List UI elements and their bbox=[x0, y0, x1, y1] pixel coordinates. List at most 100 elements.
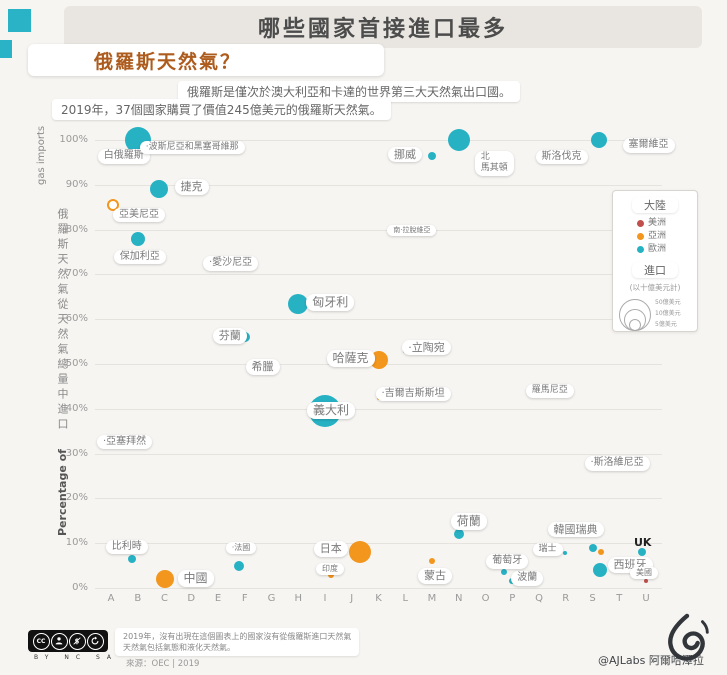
legend: 大陸 美洲 亞洲 歐洲 進口 (以十億美元計) 50億美元 10億美元 5億美元 bbox=[612, 190, 698, 332]
x-axis-tick: J bbox=[350, 593, 354, 604]
x-axis-tick: B bbox=[134, 593, 142, 604]
point-蒙古 bbox=[429, 558, 435, 565]
point-日本 bbox=[348, 541, 371, 564]
y-axis-tick: 60% bbox=[65, 313, 88, 325]
cc-by-person-icon bbox=[50, 632, 68, 650]
legend-size-title: 進口 bbox=[632, 262, 678, 278]
gridline bbox=[95, 588, 662, 589]
point-label: 美國 bbox=[630, 567, 658, 580]
point-label: 波蘭 bbox=[511, 571, 544, 586]
y-axis-tick: 90% bbox=[65, 178, 88, 190]
point-美國 bbox=[644, 579, 648, 584]
point-label: 塞爾維亞 bbox=[622, 138, 675, 153]
cc-nc-dollar-icon: $ bbox=[68, 632, 86, 650]
point-荷蘭 bbox=[453, 529, 464, 540]
point-·法國 bbox=[233, 560, 244, 571]
al-jazeera-logo bbox=[658, 612, 716, 674]
gridline bbox=[95, 229, 662, 231]
x-axis-tick: G bbox=[267, 593, 276, 604]
description-line-2: 2019年，37個國家購買了價值245億美元的俄羅斯天然氣。 bbox=[52, 99, 391, 120]
size-circle-small bbox=[629, 319, 641, 331]
point-label: 蒙古 bbox=[418, 568, 452, 584]
y-axis-tick: 40% bbox=[65, 402, 88, 414]
x-axis-tick: Q bbox=[535, 593, 543, 604]
gridline bbox=[95, 408, 662, 410]
point-韓國瑞典 bbox=[588, 543, 597, 552]
legend-item-americas: 美洲 bbox=[613, 217, 697, 230]
footnote-line-1: 2019年，沒有出現在這個圖表上的國家沒有從俄羅斯進口天然氣 bbox=[123, 632, 352, 641]
cc-license-text: BY NC SA bbox=[34, 654, 118, 661]
size-label-medium: 10億美元 bbox=[655, 310, 681, 317]
point-瑞士 bbox=[562, 551, 567, 556]
gridline bbox=[95, 543, 662, 545]
x-axis-tick: K bbox=[375, 593, 382, 604]
title-band: 哪些國家首接進口最多 bbox=[64, 6, 702, 48]
page-title: 哪些國家首接進口最多 bbox=[257, 17, 508, 42]
svg-text:$: $ bbox=[75, 638, 80, 646]
point-label: 捷克 bbox=[174, 179, 209, 196]
y-axis-tick: 80% bbox=[65, 223, 88, 235]
legend-item-label: 亞洲 bbox=[648, 231, 667, 241]
point-label: ·愛沙尼亞 bbox=[203, 256, 259, 271]
x-axis-tick: O bbox=[481, 593, 490, 604]
point-label: 比利時 bbox=[105, 539, 148, 555]
point-中國 bbox=[155, 570, 174, 589]
point-S bbox=[597, 549, 604, 556]
x-axis-tick: P bbox=[509, 593, 516, 604]
size-legend: 50億美元 10億美元 5億美元 bbox=[613, 295, 697, 337]
x-axis-tick: H bbox=[294, 593, 303, 604]
y-axis-tick: 30% bbox=[65, 447, 88, 459]
size-label-large: 50億美元 bbox=[655, 299, 681, 306]
point-label: 匈牙利 bbox=[306, 293, 355, 311]
x-axis-tick: I bbox=[323, 593, 327, 604]
point-UK bbox=[638, 548, 646, 557]
y-axis-tick: 0% bbox=[72, 582, 88, 593]
point-label: 斯洛伐克 bbox=[535, 149, 588, 165]
legend-size-subtitle: (以十億美元計) bbox=[629, 283, 681, 292]
point-label: 挪威 bbox=[388, 146, 422, 163]
source-text: 來源：OEC | 2019 bbox=[126, 659, 200, 669]
point-北馬其頓 bbox=[447, 129, 470, 151]
point-label: 白俄羅斯 bbox=[97, 149, 150, 164]
point-label: 保加利亞 bbox=[113, 249, 166, 265]
x-axis-tick: C bbox=[161, 593, 168, 604]
point-捷克 bbox=[149, 180, 168, 199]
gridline bbox=[95, 319, 662, 321]
x-axis-tick: L bbox=[402, 593, 409, 604]
point-label: ·吉爾吉斯斯坦 bbox=[375, 386, 451, 402]
x-axis-tick: N bbox=[455, 593, 463, 604]
point-label: ·法國 bbox=[225, 541, 257, 554]
point-label: 希臘 bbox=[245, 359, 280, 376]
legend-item-europe: 歐洲 bbox=[613, 243, 697, 256]
y-axis-label-middle: 俄羅斯天然氣從天然氣總量中進口 bbox=[56, 208, 69, 433]
point-label: ·斯洛維尼亞 bbox=[584, 456, 650, 471]
legend-continent-title: 大陸 bbox=[632, 197, 678, 213]
gridline bbox=[95, 274, 662, 276]
x-axis-tick: S bbox=[589, 593, 596, 604]
point-label: 義大利 bbox=[307, 402, 356, 420]
point-label: 芬蘭 bbox=[212, 328, 247, 344]
point-label: 荷蘭 bbox=[450, 513, 487, 531]
gridline bbox=[95, 453, 662, 455]
point-挪威 bbox=[428, 151, 436, 160]
point-label: 亞美尼亞 bbox=[113, 207, 165, 223]
page-subtitle-text: 俄羅斯天然氣？ bbox=[94, 50, 242, 73]
cc-sa-arrow-icon bbox=[86, 632, 104, 650]
footnote: 2019年，沒有出現在這個圖表上的國家沒有從俄羅斯進口天然氣 天然氣包括氣態和液… bbox=[115, 628, 360, 656]
point-label: 北 馬其頓 bbox=[474, 151, 514, 176]
europe-color-dot bbox=[637, 246, 644, 253]
point-塞爾維亞 bbox=[590, 132, 607, 148]
x-axis-tick: D bbox=[187, 593, 196, 604]
gridline bbox=[95, 140, 662, 141]
cc-license-badge: CC $ bbox=[28, 630, 108, 652]
point-label: ·亞塞拜然 bbox=[97, 434, 153, 450]
point-label: 韓國瑞典 bbox=[547, 521, 604, 538]
x-axis-tick: F bbox=[241, 593, 248, 604]
point-label: 羅馬尼亞 bbox=[525, 384, 574, 398]
size-label-small: 5億美元 bbox=[655, 321, 677, 328]
decor-square-left bbox=[0, 40, 12, 58]
x-axis-tick: R bbox=[562, 593, 570, 604]
description-line-1: 俄羅斯是僅次於澳大利亞和卡達的世界第三大天然氣出口國。 bbox=[178, 81, 521, 102]
y-axis-label-top: gas imports bbox=[36, 125, 47, 185]
